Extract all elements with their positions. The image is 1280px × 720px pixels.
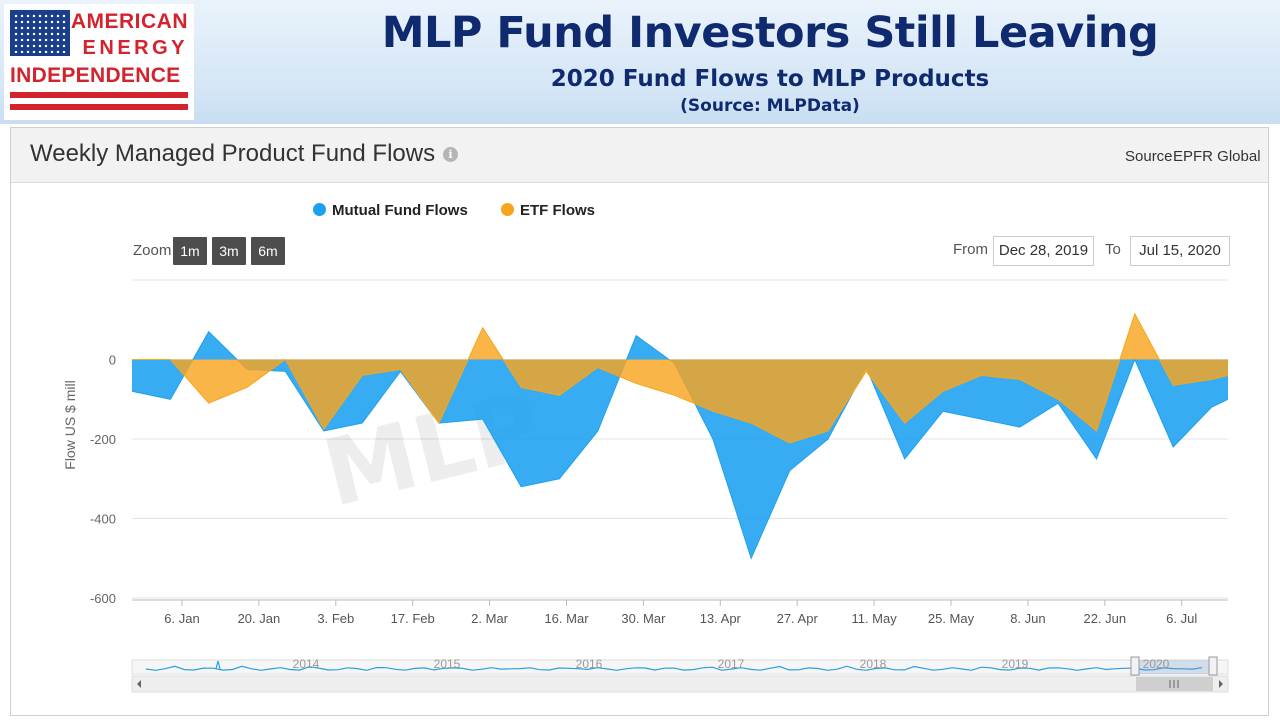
source-value: EPFR Global [1173, 148, 1261, 165]
navigator-year-label: 2020 [1143, 657, 1170, 671]
navigator-year-label: 2019 [1002, 657, 1029, 671]
logo-line-2: ENERGY [82, 37, 188, 59]
navigator-handle-right[interactable] [1208, 656, 1218, 676]
slide-source: (Source: MLPData) [680, 96, 860, 116]
x-tick-label: 25. May [928, 611, 975, 626]
legend-marker-mutual [313, 203, 326, 216]
legend-marker-etf [501, 203, 514, 216]
x-tick-label: 6. Jul [1166, 611, 1197, 626]
navigator-year-label: 2016 [576, 657, 603, 671]
navigator-year-label: 2015 [434, 657, 461, 671]
to-label: To [1105, 241, 1121, 258]
y-tick-label: -600 [90, 591, 116, 606]
zoom-3m-button[interactable]: 3m [212, 237, 246, 265]
navigator-spike [215, 660, 221, 670]
x-tick-label: 16. Mar [544, 611, 589, 626]
series-area-mutual-fund-flows [132, 331, 1228, 559]
y-axis-title: Flow US $ mill [62, 380, 78, 469]
panel-header: Weekly Managed Product Fund Flows i Sour… [11, 128, 1268, 183]
navigator-series-line [145, 665, 1203, 671]
x-tick-label: 20. Jan [238, 611, 281, 626]
logo-stripe [10, 92, 188, 98]
navigator-year-label: 2018 [860, 657, 887, 671]
to-date-input[interactable]: Jul 15, 2020 [1130, 236, 1230, 266]
us-flag-icon [10, 10, 70, 56]
zoom-label: Zoom [133, 242, 172, 259]
info-icon[interactable]: i [443, 147, 458, 162]
logo-stripe [10, 104, 188, 110]
scroll-left-arrow-icon[interactable] [137, 680, 141, 688]
x-tick-label: 11. May [851, 611, 897, 626]
legend-item-mutual-fund-flows[interactable]: Mutual Fund Flows [313, 202, 468, 219]
legend-item-etf-flows[interactable]: ETF Flows [501, 202, 595, 219]
x-tick-label: 2. Mar [471, 611, 509, 626]
from-date-input[interactable]: Dec 28, 2019 [993, 236, 1094, 266]
x-tick-label: 6. Jan [164, 611, 199, 626]
panel-title: Weekly Managed Product Fund Flows [30, 140, 436, 167]
navigator-selection[interactable] [1136, 660, 1213, 674]
navigator-handle-left[interactable] [1130, 656, 1140, 676]
american-energy-independence-logo: AMERICAN ENERGY INDEPENDENCE [4, 4, 194, 120]
slide-subtitle: 2020 Fund Flows to MLP Products [550, 66, 990, 92]
legend-label-mutual: Mutual Fund Flows [332, 202, 468, 219]
zoom-1m-button[interactable]: 1m [173, 237, 207, 265]
logo-line-1: AMERICAN [70, 10, 188, 33]
x-tick-label: 8. Jun [1010, 611, 1045, 626]
x-tick-label: 13. Apr [700, 611, 742, 626]
slide-title: MLP Fund Investors Still Leaving [381, 8, 1159, 58]
legend-label-etf: ETF Flows [520, 202, 595, 219]
x-tick-label: 3. Feb [317, 611, 354, 626]
series-line-etf-flows [132, 312, 1229, 444]
x-tick-label: 17. Feb [391, 611, 435, 626]
zoom-6m-button[interactable]: 6m [251, 237, 285, 265]
logo-line-3: INDEPENDENCE [10, 64, 181, 87]
scrollbar-grip-icon [1169, 680, 1179, 688]
x-tick-label: 30. Mar [621, 611, 666, 626]
scrollbar-track[interactable] [131, 675, 1229, 693]
scroll-right-arrow-icon[interactable] [1219, 680, 1223, 688]
x-tick-label: 27. Apr [777, 611, 819, 626]
from-label: From [953, 241, 988, 258]
source-label: Source [1125, 148, 1173, 165]
x-tick-label: 22. Jun [1083, 611, 1126, 626]
y-tick-label: -400 [90, 512, 116, 527]
chart-panel: Weekly Managed Product Fund Flows i Sour… [10, 127, 1269, 716]
navigator-year-label: 2014 [293, 657, 320, 671]
y-tick-label: 0 [109, 353, 116, 368]
y-tick-label: -200 [90, 432, 116, 447]
slide-header [0, 0, 1280, 124]
series-area-etf-flows [132, 313, 1228, 443]
navigator-year-label: 2017 [718, 657, 745, 671]
